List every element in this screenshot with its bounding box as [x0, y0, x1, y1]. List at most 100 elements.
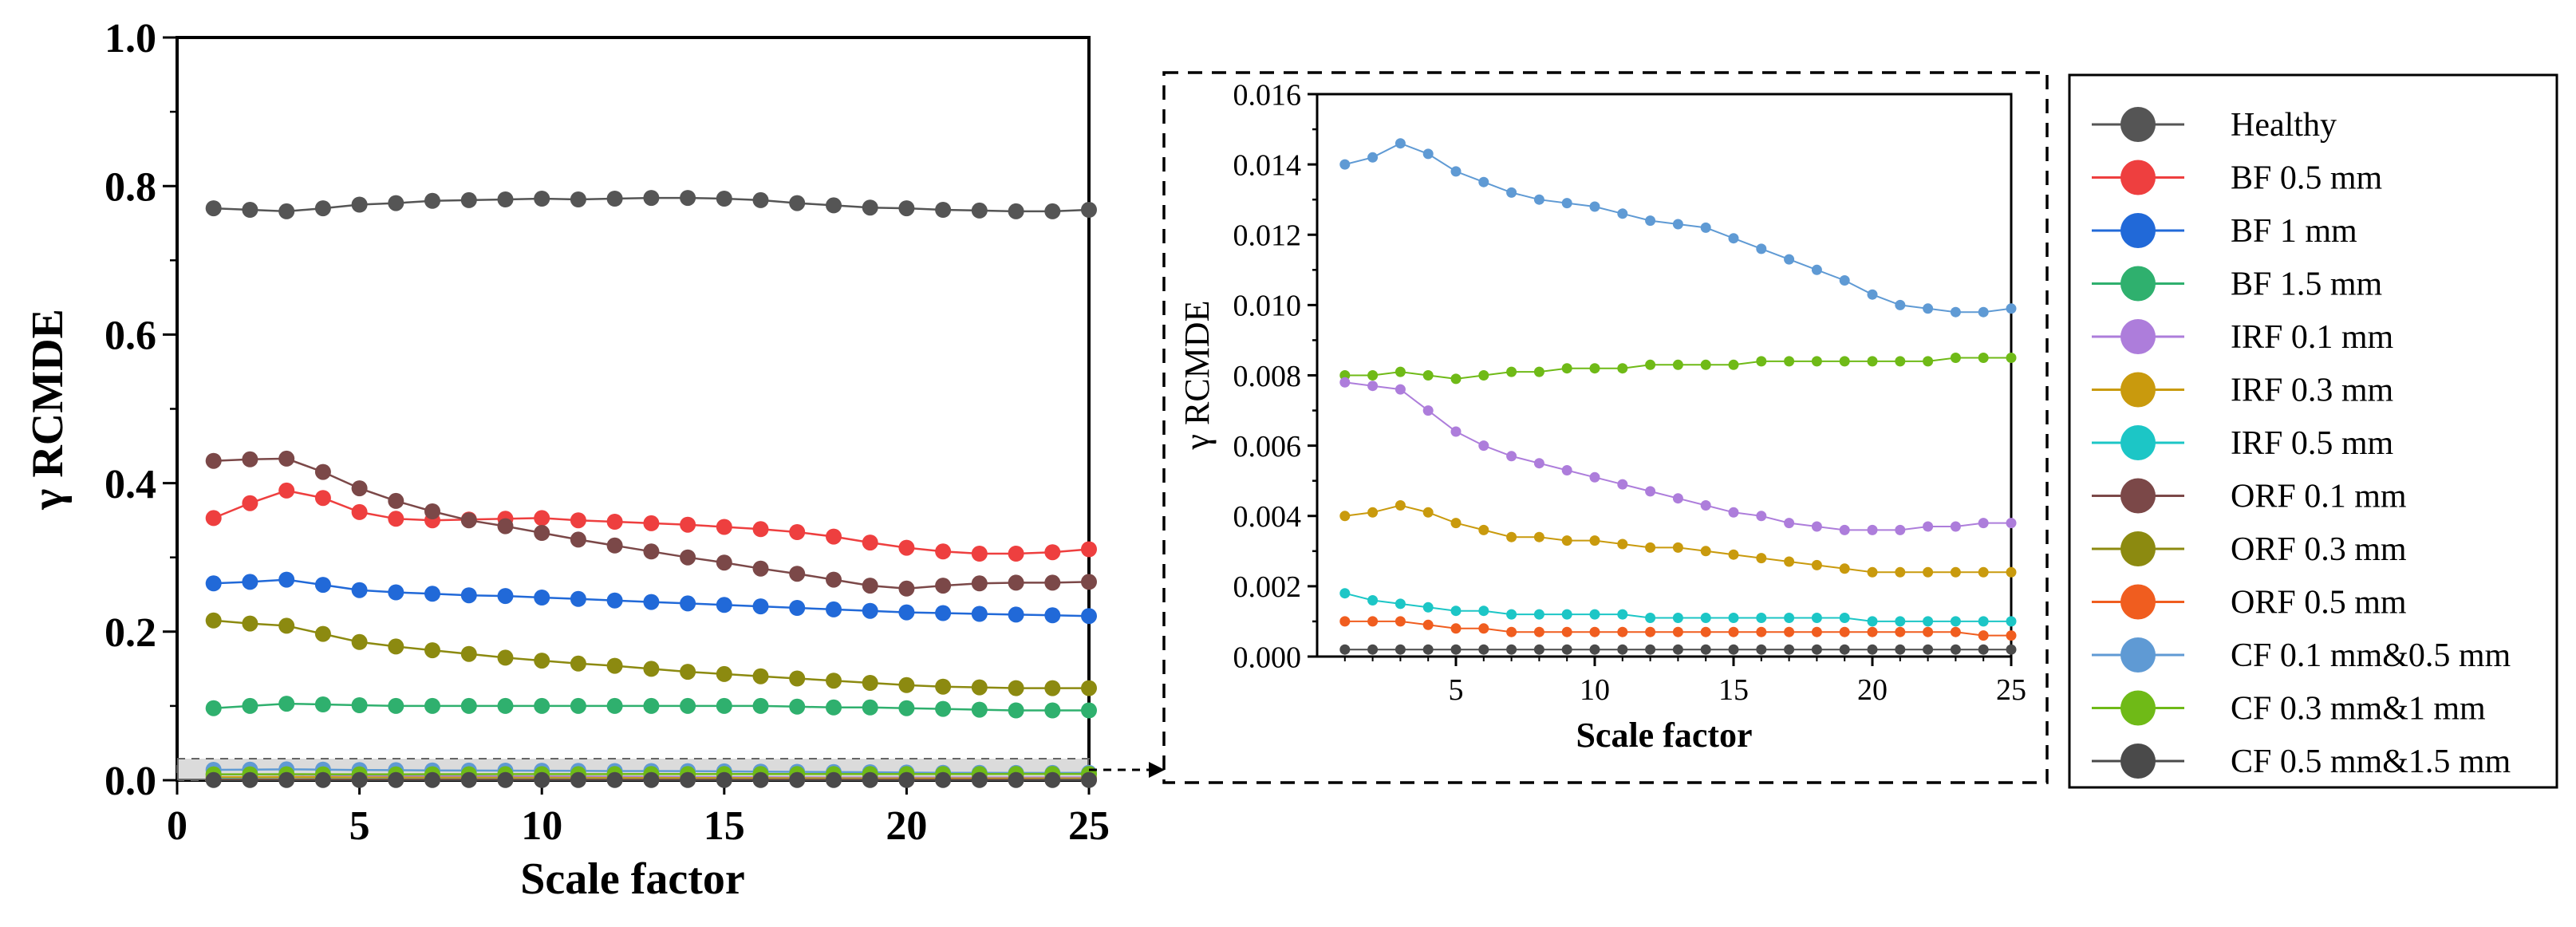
inset-data-point	[1395, 500, 1406, 511]
main-plot-frame	[176, 36, 1091, 782]
inset-data-point	[1950, 566, 1961, 578]
main-data-point	[534, 653, 550, 669]
legend-item: IRF 0.5 mm	[2092, 425, 2394, 462]
inset-data-point	[1395, 366, 1406, 377]
inset-data-point	[1700, 613, 1711, 623]
main-data-point	[314, 625, 331, 642]
legend-marker	[2120, 425, 2156, 460]
inset-data-point	[1422, 405, 1434, 416]
legend-label: BF 0.5 mm	[2231, 160, 2383, 197]
main-x-axis: 0 5 10 15 20 25	[167, 780, 1110, 849]
inset-data-point	[1700, 359, 1711, 370]
inset-data-point	[1589, 363, 1600, 374]
main-data-point	[242, 451, 258, 467]
inset-x-tick-label: 5	[1449, 673, 1464, 707]
inset-y-tick-label: 0.010	[1233, 290, 1302, 323]
inset-data-point	[1895, 299, 1906, 310]
inset-y-tick-label: 0.016	[1233, 78, 1302, 112]
legend-label: CF 0.3 mm&1 mm	[2231, 691, 2486, 728]
inset-data-point	[1533, 626, 1544, 637]
inset-data-point	[1839, 524, 1850, 535]
main-data-point	[205, 700, 222, 716]
inset-data-point	[1784, 556, 1795, 567]
main-data-point	[1044, 771, 1061, 788]
main-data-point	[1081, 680, 1097, 696]
main-data-point	[1081, 202, 1097, 218]
inset-data-point	[1923, 303, 1934, 314]
inset-data-point	[1672, 493, 1683, 504]
main-data-point	[935, 578, 952, 594]
inset-data-point	[2006, 518, 2017, 529]
inset-data-point	[2006, 630, 2017, 641]
main-data-point	[826, 571, 842, 588]
main-data-point	[898, 580, 915, 597]
legend-item: CF 0.1 mm&0.5 mm	[2092, 637, 2511, 674]
main-data-point	[1081, 541, 1097, 558]
legend-marker	[2120, 372, 2156, 408]
main-data-point	[278, 617, 295, 634]
main-y-tick-label: 0.4	[105, 462, 156, 507]
main-data-point	[680, 190, 696, 207]
inset-data-point	[1672, 219, 1683, 230]
inset-data-point	[1395, 644, 1406, 655]
main-data-point	[278, 696, 295, 712]
inset-data-point	[1533, 366, 1544, 377]
inset-data-point	[1645, 486, 1656, 497]
inset-data-point	[1533, 644, 1544, 655]
inset-data-point	[1506, 366, 1517, 377]
inset-data-point	[1867, 644, 1878, 655]
inset-data-point	[1339, 377, 1351, 388]
main-series-1	[205, 482, 1097, 562]
main-y-axis-label: γ RCMDE	[23, 309, 73, 511]
inset-data-point	[1422, 619, 1434, 630]
main-data-point	[497, 191, 514, 207]
inset-data-point	[1506, 644, 1517, 655]
main-y-tick-label: 0.8	[105, 164, 156, 210]
inset-data-point	[1923, 616, 1934, 627]
inset-data-point	[1784, 613, 1795, 623]
inset-data-point	[2006, 616, 2017, 627]
main-data-point	[388, 638, 404, 655]
main-data-point	[570, 590, 586, 607]
main-data-point	[314, 577, 331, 594]
main-data-point	[534, 771, 550, 788]
legend-item: CF 0.3 mm&1 mm	[2092, 690, 2486, 728]
inset-data-point	[1645, 359, 1656, 370]
inset-data-point	[1950, 644, 1961, 655]
inset-data-point	[1395, 138, 1406, 149]
main-data-point	[826, 528, 842, 545]
legend-marker	[2120, 584, 2156, 620]
main-data-point	[314, 771, 331, 788]
inset-data-point	[1422, 507, 1434, 518]
main-data-point	[680, 697, 696, 714]
inset-data-point	[1811, 356, 1822, 367]
main-data-point	[898, 771, 915, 788]
main-data-point	[1008, 574, 1024, 591]
main-data-point	[862, 535, 878, 551]
inset-data-point	[1422, 602, 1434, 613]
inset-data-point	[1839, 613, 1850, 623]
main-data-point	[570, 531, 586, 548]
inset-series-line	[1344, 504, 2011, 574]
inset-data-point	[1645, 613, 1656, 623]
legend-label: Healthy	[2231, 107, 2337, 144]
inset-data-point	[1811, 613, 1822, 623]
main-data-point	[1044, 680, 1061, 696]
inset-data-point	[1895, 616, 1906, 627]
inset-data-point	[1811, 264, 1822, 275]
main-data-point	[388, 511, 404, 527]
main-series-line	[213, 619, 1089, 689]
inset-data-point	[1756, 511, 1767, 522]
main-data-point	[643, 515, 660, 531]
inset-data-point	[1867, 566, 1878, 578]
main-data-point	[460, 512, 477, 529]
main-data-point	[242, 615, 258, 632]
main-data-point	[971, 575, 988, 592]
legend-label: ORF 0.5 mm	[2231, 585, 2407, 621]
main-data-point	[278, 203, 295, 219]
main-data-point	[497, 518, 514, 535]
inset-data-point	[1450, 518, 1462, 529]
main-data-point	[643, 661, 660, 677]
legend-marker	[2120, 744, 2156, 779]
legend-label: ORF 0.1 mm	[2231, 479, 2407, 515]
